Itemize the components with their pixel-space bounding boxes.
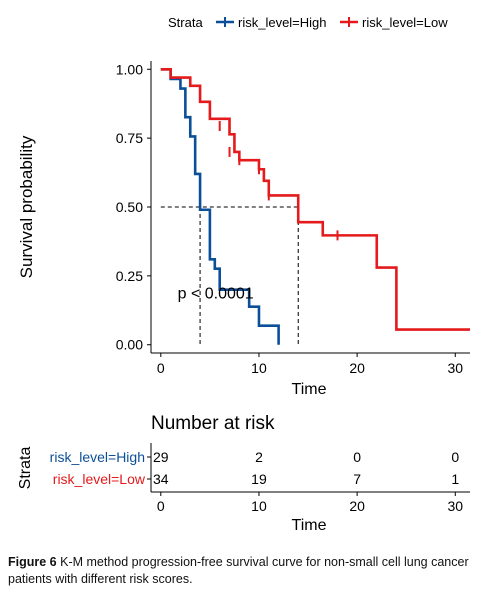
censor-marks (218, 121, 339, 241)
risk-count: 34 (153, 471, 169, 487)
risk-table-axes (147, 443, 470, 493)
legend: Strata risk_level=High risk_level=Low (168, 15, 448, 30)
risk-count: 7 (353, 471, 361, 487)
x-axis-title: Time (292, 381, 327, 398)
legend-entry-low: risk_level=Low (362, 15, 448, 30)
survival-curve-low (160, 67, 470, 331)
figure-caption: Figure 6 K-M method progression-free sur… (8, 554, 486, 588)
median-lines (160, 206, 299, 345)
caption-text: K-M method progression-free survival cur… (8, 555, 469, 586)
risk-count: 19 (251, 471, 267, 487)
risk-count: 2 (255, 449, 263, 465)
y-tick-label: 0.75 (116, 130, 143, 146)
risk-x-tick-label: 0 (157, 498, 165, 514)
risk-x-tick-label: 30 (447, 498, 463, 514)
risk-table-title: Number at risk (151, 413, 275, 434)
x-tick-label: 30 (447, 360, 463, 376)
y-ticks: 0.00 0.25 0.50 0.75 1.00 (116, 61, 151, 353)
legend-title: Strata (168, 15, 203, 30)
y-axis-title: Survival probability (17, 135, 36, 278)
p-value-annotation: p < 0.0001 (178, 285, 254, 302)
y-tick-label: 0.25 (116, 268, 143, 284)
risk-table-strata-title: Strata (17, 447, 34, 490)
caption-label: Figure 6 (8, 555, 57, 569)
risk-table-x-axis-title: Time (292, 517, 327, 534)
x-tick-label: 0 (157, 360, 165, 376)
legend-entry-high: risk_level=High (238, 15, 327, 30)
y-tick-label: 0.50 (116, 199, 143, 215)
risk-count: 29 (153, 449, 169, 465)
risk-count: 0 (451, 449, 459, 465)
risk-table-values: 29 2 0 0 34 19 7 1 (153, 449, 459, 487)
risk-table-row-label-low: risk_level=Low (53, 471, 146, 487)
y-tick-label: 0.00 (116, 337, 143, 353)
risk-x-tick-label: 10 (251, 498, 267, 514)
x-ticks: 0 10 20 30 (157, 353, 463, 376)
survival-curves (160, 67, 470, 345)
risk-count: 1 (451, 471, 459, 487)
y-tick-label: 1.00 (116, 61, 143, 77)
survival-curve-high (160, 67, 280, 345)
km-figure: Strata risk_level=High risk_level=Low 0.… (17, 15, 470, 534)
x-tick-label: 10 (251, 360, 267, 376)
x-tick-label: 20 (349, 360, 365, 376)
risk-count: 0 (353, 449, 361, 465)
risk-table-x-ticks: 0 10 20 30 (157, 492, 463, 514)
risk-x-tick-label: 20 (349, 498, 365, 514)
risk-table-row-label-high: risk_level=High (50, 449, 145, 465)
